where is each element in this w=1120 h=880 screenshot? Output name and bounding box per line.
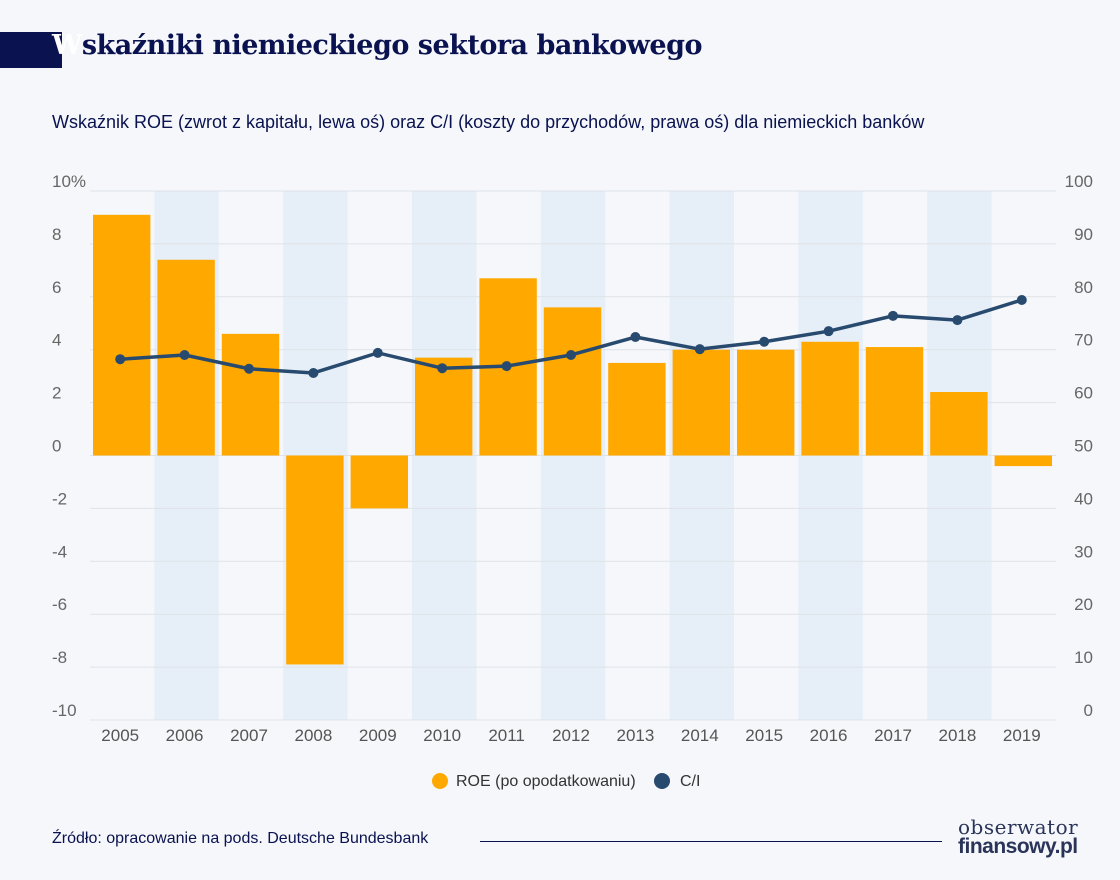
logo-line1: obserwator [958,815,1079,839]
ci-point-2007 [244,363,254,374]
right-tick-label: 10 [1074,648,1093,667]
right-tick-label: 90 [1074,225,1093,244]
right-tick-label: 100 [1065,172,1093,191]
title-first-letter: W [52,30,82,61]
ci-point-2009 [372,347,383,358]
roe-bar-2005 [93,214,151,456]
left-tick-label: 6 [52,278,61,297]
title-accent-box [0,32,62,68]
right-tick-label: 0 [1084,701,1093,720]
legend-ci-label: C/I [680,773,700,790]
roe-bar-2010 [415,357,473,456]
x-tick-label: 2015 [745,726,783,745]
ci-point-2014 [694,344,705,355]
x-tick-label: 2016 [810,726,848,745]
x-tick-label: 2010 [423,726,461,745]
right-tick-label: 70 [1074,331,1093,350]
right-tick-label: 60 [1074,384,1093,403]
ci-point-2016 [823,326,834,337]
left-tick-label: -2 [52,489,67,508]
left-tick-label: -8 [52,648,67,667]
ci-point-2012 [566,349,576,360]
x-tick-label: 2008 [294,726,332,745]
x-tick-label: 2014 [681,726,719,745]
ci-point-2006 [179,349,190,360]
roe-bar-2008 [286,455,344,665]
left-tick-label: -4 [52,542,67,561]
roe-bar-2012 [543,307,602,456]
left-tick-label: -6 [52,595,67,614]
source-divider [480,841,942,842]
source-note: Źródło: opracowanie na pods. Deutsche Bu… [52,830,429,847]
x-tick-label: 2006 [166,726,204,745]
ci-point-2010 [437,363,448,374]
legend-roe-marker [432,773,448,789]
x-tick-label: 2017 [874,726,912,745]
ci-point-2011 [501,361,512,372]
legend-roe-label: ROE (po opodatkowaniu) [456,773,636,790]
x-tick-label: 2011 [488,726,525,745]
roe-bar-2019 [994,455,1052,467]
left-tick-label: 10% [52,172,86,191]
ci-point-2015 [759,336,770,347]
left-tick-label: 4 [52,331,61,350]
right-tick-label: 20 [1074,595,1093,614]
ci-point-2017 [888,310,898,321]
x-tick-label: 2007 [230,726,268,745]
page-title: Wskaźniki niemieckiego sektora bankowego [52,30,702,61]
right-tick-label: 80 [1074,278,1093,297]
left-tick-label: 8 [52,225,61,244]
roe-bar-2017 [865,347,924,456]
legend-ci-marker [654,773,670,789]
roe-bar-2018 [930,392,988,456]
roe-bar-2007 [221,333,280,456]
ci-point-2019 [1016,294,1027,305]
right-tick-label: 40 [1074,489,1093,508]
title-rest: skaźniki niemieckiego sektora bankowego [81,30,703,61]
right-tick-label: 30 [1074,542,1093,561]
roe-bar-2015 [737,349,795,456]
right-tick-label: 50 [1074,437,1093,456]
logo-line2: finansowy.pl [958,835,1078,858]
x-tick-label: 2018 [938,726,976,745]
roe-bar-2014 [672,349,730,456]
x-tick-label: 2019 [1003,726,1041,745]
left-tick-label: 0 [52,437,61,456]
x-tick-label: 2012 [552,726,590,745]
x-tick-label: 2013 [616,726,654,745]
left-tick-label: -10 [52,701,77,720]
roe-bar-2009 [350,455,408,509]
x-tick-label: 2005 [101,726,139,745]
ci-point-2018 [952,315,963,326]
roe-bar-2013 [608,362,666,456]
chart-subtitle: Wskaźnik ROE (zwrot z kapitału, lewa oś)… [52,112,925,132]
x-tick-label: 2009 [359,726,397,745]
roe-bar-2016 [801,341,859,456]
ci-point-2005 [115,354,126,365]
logo: obserwator finansowy.pl [958,815,1079,858]
ci-point-2008 [308,367,319,378]
left-tick-label: 2 [52,384,61,403]
ci-point-2013 [630,332,641,343]
